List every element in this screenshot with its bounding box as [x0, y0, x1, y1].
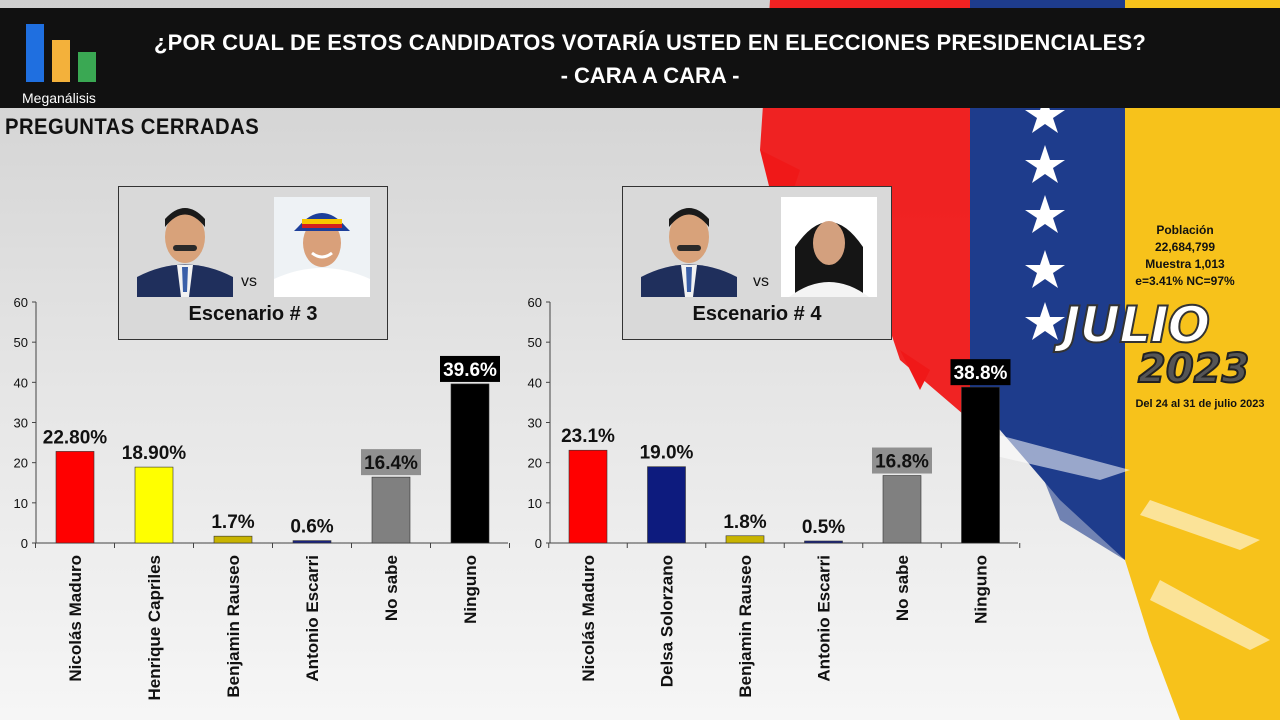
- bar: [134, 466, 174, 544]
- y-tick-label: 0: [21, 536, 28, 551]
- sample-info: Población 22,684,799 Muestra 1,013 e=3.4…: [1130, 222, 1240, 290]
- bar: [882, 475, 922, 544]
- brand-name: Meganálisis: [22, 90, 96, 106]
- data-label: 38.8%: [954, 363, 1008, 384]
- y-tick-label: 40: [14, 375, 28, 390]
- category-label: No sabe: [893, 555, 912, 621]
- y-tick-label: 20: [528, 456, 542, 471]
- bar: [804, 540, 843, 544]
- year-badge: 2023: [1137, 345, 1250, 393]
- data-label: 0.5%: [802, 517, 845, 538]
- category-label: Benjamin Rauseo: [224, 555, 243, 698]
- bar: [292, 540, 332, 544]
- bar: [961, 386, 1000, 544]
- data-label-box: [950, 359, 1011, 386]
- y-tick-label: 0: [535, 536, 542, 551]
- scenario-3-box: vs Escenario # 3: [118, 186, 388, 340]
- chart-title-line2: - CARA A CARA -: [560, 63, 740, 88]
- data-label-box: [872, 447, 932, 474]
- scenario-4-label: Escenario # 4: [692, 303, 822, 325]
- category-label: Nicolás Maduro: [66, 555, 85, 682]
- scenario-3-label: Escenario # 3: [188, 303, 318, 325]
- y-tick-label: 30: [14, 416, 28, 431]
- y-tick-label: 60: [14, 295, 28, 310]
- category-label: Nicolás Maduro: [579, 555, 598, 682]
- date-range: Del 24 al 31 de julio 2023: [1135, 398, 1265, 410]
- bar: [213, 535, 253, 544]
- data-label: 23.1%: [561, 426, 615, 447]
- data-label-box: [361, 449, 421, 476]
- section-subtitle: PREGUNTAS CERRADAS: [5, 114, 260, 139]
- data-label-box: [440, 355, 500, 382]
- meganalisis-logo: Meganálisis: [22, 20, 108, 110]
- month-badge: JULIO: [1061, 295, 1211, 355]
- y-tick-label: 10: [14, 496, 28, 511]
- category-label: Henrique Capriles: [145, 555, 164, 701]
- data-label: 22.80%: [43, 427, 108, 448]
- data-label: 1.8%: [723, 512, 766, 533]
- category-label: Benjamin Rauseo: [736, 555, 755, 698]
- category-label: Antonio Escarri: [303, 555, 322, 682]
- vs-label: vs: [241, 273, 257, 290]
- data-label: 1.7%: [211, 512, 254, 533]
- candidate-photo-capriles: [274, 197, 370, 297]
- y-tick-label: 30: [528, 416, 542, 431]
- chart-title-line1: ¿POR CUAL DE ESTOS CANDIDATOS VOTARÍA US…: [153, 30, 1147, 55]
- y-tick-label: 40: [528, 375, 542, 390]
- category-label: No sabe: [382, 555, 401, 621]
- y-tick-label: 50: [528, 335, 542, 350]
- candidate-photo-solorzano: [781, 197, 877, 297]
- y-tick-label: 60: [528, 295, 542, 310]
- data-label: 18.90%: [122, 443, 187, 464]
- logo-bar-green: [78, 52, 96, 82]
- header-bar: Meganálisis ¿POR CUAL DE ESTOS CANDIDATO…: [0, 8, 1280, 108]
- bar: [725, 535, 765, 544]
- bar: [450, 383, 490, 544]
- category-label: Ninguno: [972, 555, 991, 624]
- category-label: Ninguno: [461, 555, 480, 624]
- data-label: 19.0%: [640, 443, 694, 464]
- y-tick-label: 10: [528, 496, 542, 511]
- bar: [371, 476, 411, 544]
- population-label: Población: [1156, 223, 1214, 237]
- logo-bar-blue: [26, 24, 44, 82]
- candidate-photo-maduro: [137, 197, 233, 297]
- vs-label: vs: [753, 273, 769, 290]
- bar: [568, 449, 608, 544]
- category-label: Delsa Solorzano: [658, 555, 677, 687]
- y-tick-label: 50: [14, 335, 28, 350]
- bar: [55, 451, 95, 544]
- candidate-photo-maduro: [641, 197, 737, 297]
- logo-bar-orange: [52, 40, 70, 82]
- category-label: Antonio Escarri: [815, 555, 834, 682]
- data-label: 16.4%: [364, 453, 418, 474]
- margin-of-error: e=3.41% NC=97%: [1135, 274, 1235, 288]
- y-tick-label: 20: [14, 456, 28, 471]
- bar: [647, 466, 686, 544]
- data-label: 0.6%: [290, 517, 333, 538]
- sample-size: Muestra 1,013: [1145, 257, 1225, 271]
- data-label: 39.6%: [443, 360, 497, 381]
- population-value: 22,684,799: [1154, 240, 1216, 254]
- scenario-4-box: vs Escenario # 4: [622, 186, 892, 340]
- data-label: 16.8%: [875, 452, 929, 473]
